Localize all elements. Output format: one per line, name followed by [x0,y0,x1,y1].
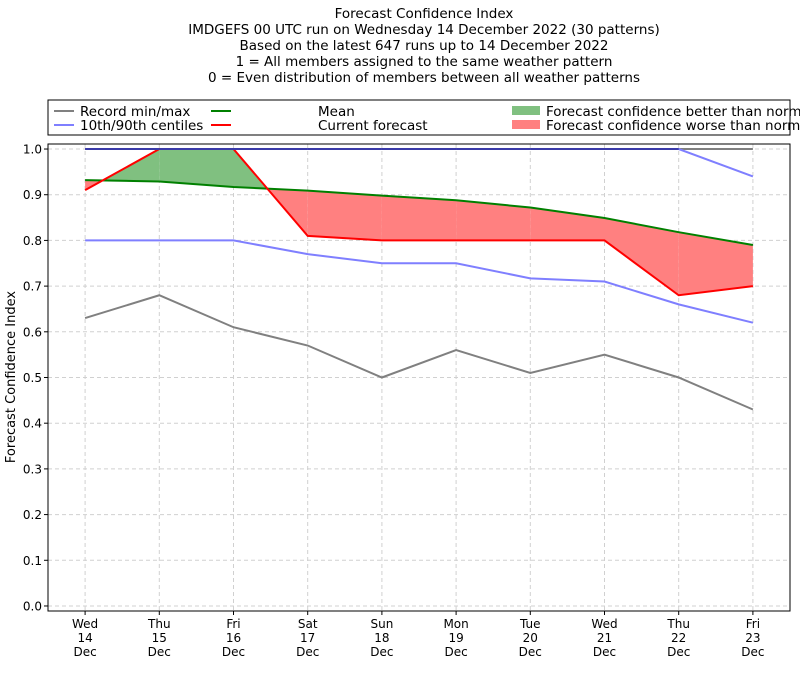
title-line-3: Based on the latest 647 runs up to 14 De… [240,38,609,54]
x-tick-label: 19 [448,631,463,645]
x-tick-label: Dec [519,645,542,659]
worse-than-normal-fill [604,218,679,296]
x-tick-label: Wed [591,617,617,631]
y-tick-label: 0.2 [23,508,42,522]
y-tick-label: 0.8 [23,234,42,248]
x-tick-label: Dec [593,645,616,659]
y-axis: 0.0 0.1 0.2 0.3 0.4 0.5 0.6 0.7 0.8 0.9 1.0 [23,143,48,613]
record-min-line [84,294,754,411]
legend-label-worse: Forecast confidence worse than normal [546,118,800,134]
legend-swatch-better [512,106,540,115]
chart-title: Forecast Confidence Index IMDGEFS 00 UTC… [188,6,660,86]
x-tick-label: Dec [444,645,467,659]
title-line-1: Forecast Confidence Index [335,6,514,22]
x-tick-label: Dec [370,645,393,659]
legend-label-current: Current forecast [318,118,428,134]
y-axis-label: Forecast Confidence Index [4,291,19,463]
x-tick-label: Sat [298,617,318,631]
worse-than-normal-fill [678,232,753,296]
x-tick-label: 17 [300,631,315,645]
y-tick-label: 0.1 [23,554,42,568]
x-tick-label: Dec [741,645,764,659]
x-tick-label: Sun [370,617,393,631]
x-tick-label: 14 [77,631,92,645]
x-tick-label: Dec [73,645,96,659]
x-tick-label: 22 [671,631,686,645]
y-tick-label: 0.5 [23,371,42,385]
title-line-5: 0 = Even distribution of members between… [208,70,640,86]
y-tick-label: 0.0 [23,599,42,613]
x-tick-label: Dec [667,645,690,659]
legend-label-mean: Mean [318,104,355,120]
y-tick-label: 0.6 [23,325,42,339]
legend: Record min/max 10th/90th centiles Mean C… [47,99,800,136]
series-lines [84,148,754,411]
x-tick-label: 15 [152,631,167,645]
x-tick-label: 23 [745,631,760,645]
better-than-normal-fill [159,149,234,187]
x-tick-label: Wed [72,617,98,631]
x-axis: Wed14DecThu15DecFri16DecSat17DecSun18Dec… [72,611,765,659]
x-tick-label: Dec [296,645,319,659]
x-tick-label: 21 [597,631,612,645]
worse-than-normal-fill [456,200,531,241]
worse-than-normal-fill [381,195,457,241]
x-tick-label: Dec [222,645,245,659]
title-line-2: IMDGEFS 00 UTC run on Wednesday 14 Decem… [188,22,660,38]
centile-10-line [85,239,754,324]
x-tick-label: 16 [226,631,241,645]
legend-swatch-worse [512,120,540,129]
x-tick-label: Fri [746,617,760,631]
confidence-fills [85,149,753,296]
legend-label-centiles: 10th/90th centiles [80,118,203,134]
x-tick-label: Thu [147,617,171,631]
y-tick-label: 1.0 [23,143,42,157]
x-tick-label: Fri [226,617,240,631]
x-tick-label: Thu [666,617,690,631]
worse-than-normal-fill [307,190,382,241]
y-tick-label: 0.3 [23,462,42,476]
legend-label-better: Forecast confidence better than normal [546,104,800,120]
x-tick-label: 20 [523,631,538,645]
y-tick-label: 0.9 [23,188,42,202]
y-tick-label: 0.7 [23,280,42,294]
mean-line [85,179,754,246]
legend-label-record: Record min/max [80,104,190,120]
title-line-4: 1 = All members assigned to the same wea… [236,54,613,70]
x-tick-label: Tue [519,617,541,631]
x-tick-label: Dec [148,645,171,659]
x-tick-label: 18 [374,631,389,645]
x-tick-label: Mon [443,617,468,631]
y-tick-label: 0.4 [23,417,42,431]
